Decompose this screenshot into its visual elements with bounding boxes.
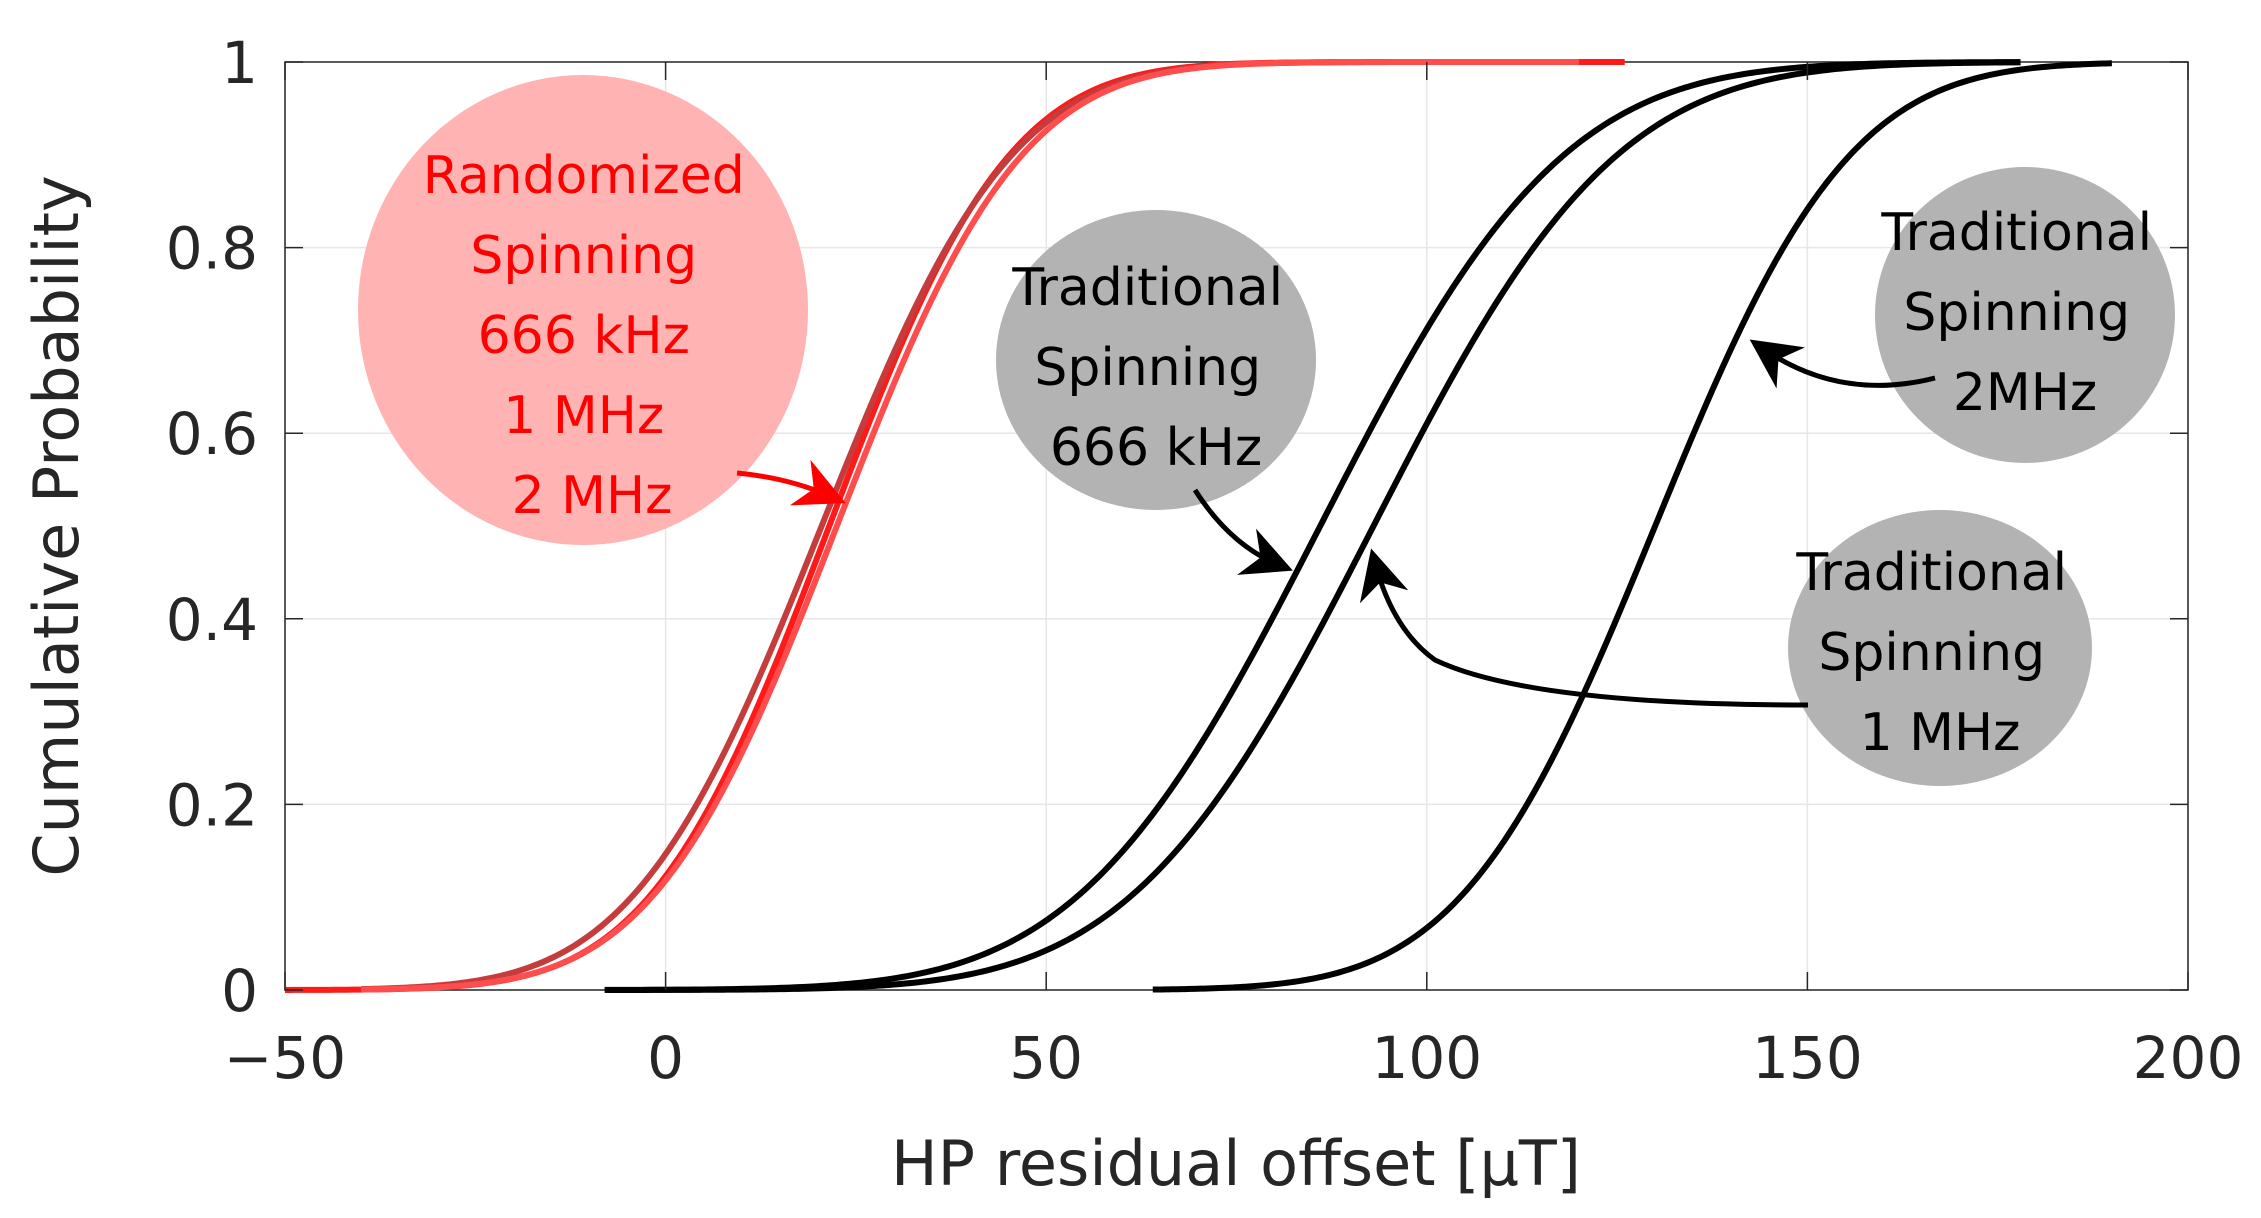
x-tick-label: 200 bbox=[2133, 1024, 2244, 1092]
y-tick-label: 1 bbox=[221, 29, 258, 97]
series-group bbox=[284, 59, 2112, 993]
x-axis-title: HP residual offset [μT] bbox=[891, 1127, 1581, 1200]
trad666-bubble bbox=[996, 210, 1316, 510]
x-tick-label: 50 bbox=[1009, 1024, 1083, 1092]
x-tick-label: 100 bbox=[1371, 1024, 1482, 1092]
trad1-arrow bbox=[1359, 548, 1809, 708]
trad666-label: Traditional Spinning 666 kHz bbox=[1011, 258, 1299, 478]
trad2-label: Traditional Spinning 2MHz bbox=[1880, 203, 2168, 423]
trad666-arrow bbox=[1192, 488, 1293, 575]
trad2-arrow bbox=[1749, 339, 1936, 389]
y-tick-label: 0.2 bbox=[166, 771, 258, 839]
x-tick-label: 0 bbox=[647, 1024, 684, 1092]
y-axis-title: Cumulative Probability bbox=[20, 175, 93, 876]
trad2-bubble bbox=[1875, 167, 2175, 463]
x-tick-label: 150 bbox=[1752, 1024, 1863, 1092]
y-tick-label: 0 bbox=[221, 957, 258, 1025]
series-line-5 bbox=[1152, 60, 2112, 993]
series-line-3 bbox=[604, 59, 2021, 993]
x-tick-label: −50 bbox=[224, 1024, 346, 1092]
series-line-4 bbox=[604, 59, 2021, 993]
y-tick-label: 0.8 bbox=[166, 215, 258, 283]
trad1-bubble bbox=[1788, 510, 2092, 786]
randomized-arrow bbox=[736, 459, 846, 506]
randomized-label: Randomized Spinning 666 kHz 1 MHz 2 MHz bbox=[423, 146, 762, 526]
y-tick-label: 0.4 bbox=[166, 586, 258, 654]
trad1-label: Traditional Spinning 1 MHz bbox=[1795, 543, 2083, 763]
randomized-bubble bbox=[358, 75, 808, 545]
y-tick-label: 0.6 bbox=[166, 400, 258, 468]
series-line-2 bbox=[361, 59, 1580, 993]
